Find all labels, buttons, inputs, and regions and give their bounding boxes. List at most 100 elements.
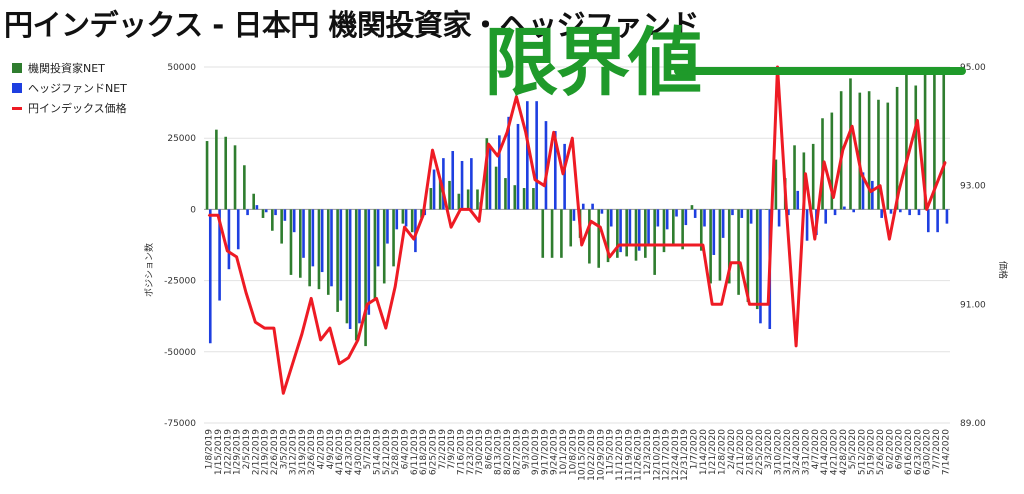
x-tick-label: 12/17/2019 [662, 429, 672, 481]
price-point [692, 244, 695, 246]
institutional-bar [401, 209, 405, 224]
price-point [403, 226, 406, 228]
x-tick-label: 10/22/2019 [587, 429, 597, 481]
x-tick-label: 6/25/2019 [428, 429, 438, 475]
institutional-bar [625, 209, 628, 257]
institutional-bar [718, 209, 722, 281]
x-tick-label: 7/9/2019 [447, 429, 457, 470]
hedgefund-bar [637, 209, 641, 251]
price-point [413, 238, 415, 240]
institutional-bar [867, 91, 871, 210]
hedgefund-bar [367, 209, 371, 315]
hedgefund-bar [227, 209, 231, 270]
hedgefund-bar [871, 180, 874, 210]
x-tick-label: 7/23/2019 [466, 429, 476, 475]
x-tick-label: 5/12/2020 [857, 429, 867, 475]
price-point [627, 244, 630, 246]
price-point [273, 327, 275, 329]
x-tick-label: 3/17/2020 [783, 429, 793, 475]
price-point [823, 161, 825, 163]
hedgefund-bar [647, 209, 650, 247]
hedgefund-bar [796, 190, 800, 210]
x-tick-label: 5/5/2020 [848, 429, 858, 470]
institutional-bar [280, 209, 283, 244]
institutional-bar [672, 209, 675, 247]
x-tick-label: 7/14/2020 [941, 429, 951, 475]
price-point [813, 238, 816, 240]
institutional-bar [839, 91, 843, 210]
hedgefund-bar [432, 169, 436, 210]
x-tick-label: 1/21/2020 [708, 429, 718, 475]
hedgefund-bar [386, 209, 389, 244]
price-point [711, 303, 714, 306]
x-tick-label: 7/2/2019 [438, 429, 448, 470]
hedgefund-bar [535, 101, 538, 210]
hedgefund-bar [414, 209, 417, 253]
hedgefund-bar [843, 206, 846, 210]
x-tick-label: 12/24/2019 [671, 429, 681, 481]
hedgefund-bar [712, 209, 716, 255]
x-tick-label: 4/30/2019 [354, 429, 364, 475]
hedgefund-bar [460, 160, 464, 210]
price-point [786, 214, 788, 217]
price-point [655, 244, 658, 246]
price-point [515, 95, 518, 98]
hedgefund-bar [470, 158, 473, 210]
institutional-bar [448, 180, 451, 210]
institutional-bar [811, 143, 815, 210]
hedgefund-bar [330, 209, 333, 287]
x-tick-label: 6/9/2020 [895, 429, 905, 470]
hedgefund-bar [656, 209, 660, 227]
institutional-bar [429, 188, 433, 210]
institutional-bar [308, 209, 311, 287]
hedgefund-bar [926, 209, 930, 233]
price-point [329, 327, 331, 329]
price-point [385, 327, 387, 329]
institutional-bar [550, 209, 554, 258]
institutional-bar [644, 209, 647, 258]
hedgefund-bar [507, 116, 510, 210]
price-point [217, 214, 219, 217]
hedgefund-bar [572, 209, 576, 221]
x-tick-label: 9/10/2019 [531, 429, 541, 475]
hedgefund-bar [283, 209, 287, 221]
price-point [804, 173, 807, 175]
institutional-bar [513, 185, 517, 210]
institutional-bar [709, 209, 712, 284]
institutional-bar [438, 178, 442, 210]
institutional-bar [476, 189, 479, 210]
price-point [366, 303, 368, 306]
institutional-bar [895, 86, 899, 210]
hedgefund-bar [246, 209, 249, 216]
institutional-bar [485, 138, 489, 210]
gridlines [204, 66, 950, 424]
price-line-group [207, 65, 947, 395]
institutional-bar [765, 209, 768, 210]
institutional-bar [233, 145, 237, 210]
institutional-bar [317, 209, 321, 290]
x-tick-label: 5/7/2019 [363, 429, 373, 470]
institutional-bar [466, 189, 470, 210]
price-point [916, 119, 919, 122]
hedgefund-bar [703, 209, 706, 227]
hedgefund-bar [861, 172, 865, 210]
hedgefund-bar [348, 209, 352, 330]
institutional-bar [326, 209, 330, 295]
hedgefund-bar [320, 209, 324, 273]
institutional-bar [243, 165, 246, 210]
price-point [319, 339, 322, 341]
x-tick-label: 5/28/2019 [391, 429, 401, 475]
institutional-bar [606, 209, 610, 263]
right-tick-label: 89.00 [960, 419, 986, 429]
left-tick-label: -50000 [164, 348, 196, 358]
x-tick-label: 4/14/2020 [820, 429, 830, 475]
x-tick-label: 2/19/2019 [261, 429, 271, 475]
hedgefund-bar [591, 203, 594, 210]
x-tick-label: 2/4/2020 [727, 429, 737, 470]
hedgefund-bar [619, 209, 622, 253]
hedgefund-bar [899, 209, 902, 213]
price-point [851, 125, 853, 128]
x-tick-label: 12/31/2019 [680, 429, 690, 481]
x-tick-label: 3/5/2019 [279, 429, 289, 470]
